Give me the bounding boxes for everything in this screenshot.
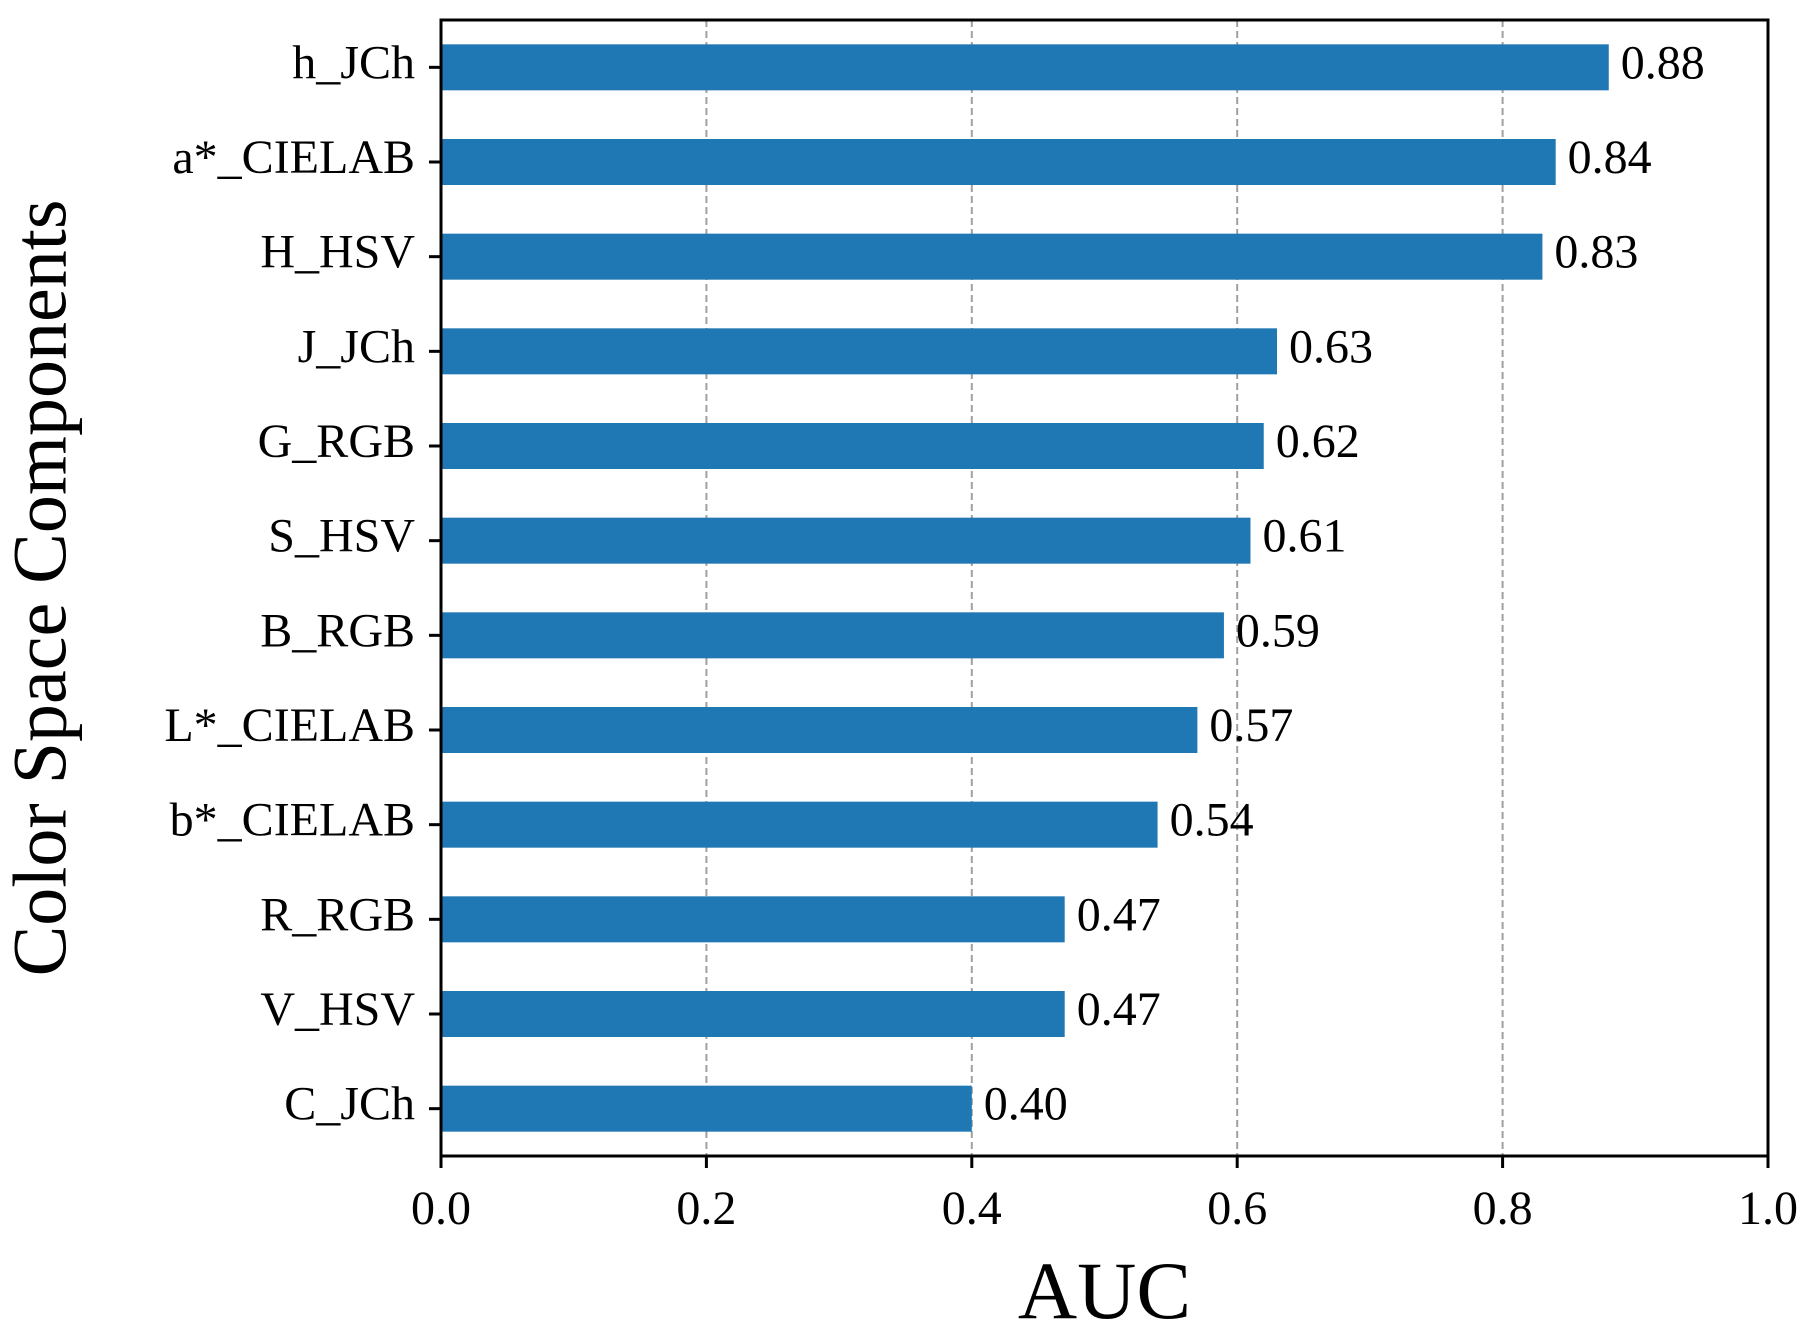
y-axis-title: Color Space Components: [0, 200, 82, 977]
data-labels: 0.880.840.830.630.620.610.590.570.540.47…: [984, 36, 1705, 1130]
x-tick-label: 0.8: [1473, 1182, 1533, 1235]
x-tick-label: 0.4: [942, 1182, 1002, 1235]
x-tick-label: 0.0: [411, 1182, 471, 1235]
bar: [441, 707, 1198, 753]
y-tick-label: G_RGB: [258, 415, 415, 468]
bar: [441, 612, 1224, 659]
bar: [441, 233, 1543, 280]
bars: [441, 44, 1609, 1132]
y-tick-label: V_HSV: [260, 983, 415, 1036]
data-label: 0.88: [1621, 36, 1705, 89]
y-tick-label: S_HSV: [268, 510, 415, 563]
bar: [441, 423, 1264, 469]
data-label: 0.57: [1209, 699, 1293, 752]
data-label: 0.84: [1568, 131, 1652, 184]
x-tick-label: 0.2: [676, 1182, 736, 1235]
data-label: 0.59: [1236, 604, 1320, 657]
bar: [441, 801, 1158, 848]
data-label: 0.83: [1554, 226, 1638, 279]
data-label: 0.40: [984, 1078, 1068, 1131]
bar: [441, 139, 1556, 185]
x-axis-title: AUC: [1018, 1245, 1191, 1330]
data-label: 0.47: [1077, 983, 1161, 1036]
plot-frame: [439, 18, 1770, 1158]
bar: [441, 991, 1065, 1037]
axis-ticks: h_JCh a*_CIELAB H_HSV J_JCh G_RGB S_HSV B_RGB L…: [164, 36, 1798, 1235]
data-label: 0.62: [1276, 415, 1360, 468]
y-tick-label: B_RGB: [260, 604, 415, 657]
y-tick-label: a*_CIELAB: [172, 131, 415, 184]
y-tick-label: C_JCh: [284, 1078, 415, 1131]
bar: [441, 517, 1251, 564]
y-tick-label: b*_CIELAB: [170, 794, 415, 847]
bar: [441, 44, 1609, 91]
y-tick-label: R_RGB: [260, 888, 415, 941]
data-label: 0.63: [1289, 320, 1373, 373]
data-label: 0.47: [1077, 888, 1161, 941]
y-tick-label: h_JCh: [292, 36, 415, 89]
grid-lines: [705, 20, 1504, 1156]
bar: [441, 328, 1278, 375]
bar: [441, 896, 1065, 943]
data-label: 0.54: [1170, 794, 1254, 847]
y-tick-label: J_JCh: [298, 320, 415, 373]
x-tick-label: 0.6: [1207, 1182, 1267, 1235]
y-tick-label: H_HSV: [260, 226, 415, 279]
y-tick-label: L*_CIELAB: [164, 699, 415, 752]
bar: [441, 1085, 972, 1132]
x-tick-label: 1.0: [1738, 1182, 1798, 1235]
data-label: 0.61: [1262, 510, 1346, 563]
